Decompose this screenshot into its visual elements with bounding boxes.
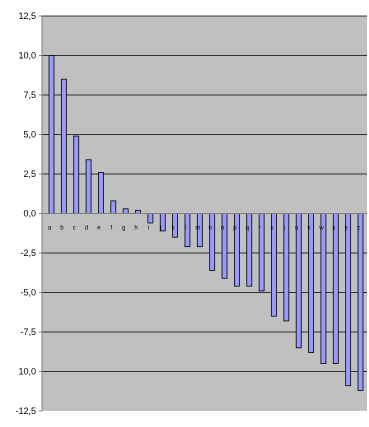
- category-label: y: [345, 226, 348, 232]
- y-tick-label: 12,5: [18, 11, 36, 21]
- category-label: k: [172, 226, 176, 232]
- bar-u: [295, 213, 302, 349]
- category-label: w: [318, 226, 324, 232]
- bar-x: [332, 213, 339, 365]
- y-tick-label: 10,0: [18, 51, 36, 61]
- category-label: i: [148, 226, 149, 232]
- category-label: x: [332, 226, 335, 232]
- category-label: t: [284, 226, 286, 232]
- bar-g: [122, 208, 129, 214]
- bar-b: [60, 78, 67, 214]
- y-tick-label: -7,5: [20, 327, 36, 337]
- y-tick-label: 5,0: [23, 130, 36, 140]
- bar-e: [98, 172, 104, 214]
- category-label: f: [110, 226, 112, 232]
- y-tick-label: 10,0: [18, 367, 36, 377]
- bar-i: [147, 213, 154, 224]
- category-label: o: [221, 226, 225, 232]
- category-label: p: [233, 226, 237, 232]
- y-tick-label: -5,0: [20, 288, 36, 298]
- category-label: g: [122, 226, 125, 232]
- category-labels: a b c d e f g h i j k l m n o p q r s t u v w x y z: [48, 226, 360, 232]
- category-label: a: [48, 226, 52, 232]
- category-label: s: [270, 226, 273, 232]
- category-label: h: [134, 226, 137, 232]
- bar-w: [320, 213, 327, 365]
- bar-p: [233, 213, 240, 287]
- y-tick-label: -2,5: [20, 248, 36, 258]
- y-tick-labels: 12,5 10,0 7,5 5,0 2,5 0,0 -2,5 -5,0 -7,5 10,0 -12,…: [15, 11, 36, 416]
- bar-q: [246, 213, 253, 287]
- bar-z: [357, 213, 364, 391]
- bar-a: [48, 55, 55, 214]
- category-label: d: [85, 226, 88, 232]
- y-tick-label: 2,5: [23, 169, 36, 179]
- category-label: r: [259, 226, 261, 232]
- y-tick-label: 0,0: [23, 209, 36, 219]
- category-label: m: [195, 226, 200, 232]
- bar-y: [345, 213, 352, 387]
- category-label: b: [60, 226, 64, 232]
- category-label: v: [308, 226, 311, 232]
- y-tick-label: -12,5: [15, 406, 36, 416]
- bar-d: [85, 159, 92, 214]
- y-tick-label: 7,5: [23, 90, 36, 100]
- axes: [39, 15, 367, 412]
- category-label: u: [295, 226, 298, 232]
- bar-c: [73, 135, 80, 214]
- category-label: n: [209, 226, 212, 232]
- category-label: c: [73, 226, 76, 232]
- bar-v: [308, 213, 314, 353]
- category-label: l: [185, 226, 186, 232]
- bar-n: [209, 213, 216, 271]
- category-label: q: [246, 226, 249, 232]
- category-label: z: [357, 226, 360, 232]
- category-label: j: [159, 226, 161, 232]
- bar-f: [110, 200, 117, 214]
- bar-o: [221, 213, 228, 279]
- category-label: e: [97, 226, 101, 232]
